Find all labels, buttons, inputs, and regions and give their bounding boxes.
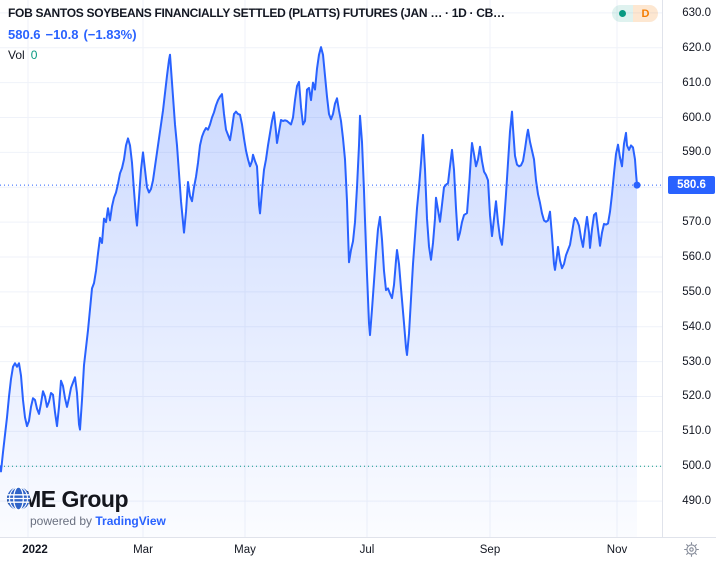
y-axis-label: 520.0 [682, 390, 711, 403]
area-fill [0, 47, 637, 537]
x-axis-label: 2022 [22, 544, 48, 556]
price-row: 580.6 −10.8 (−1.83%) [8, 27, 505, 42]
y-axis-label: 550.0 [682, 285, 711, 298]
current-price-axis-badge: 580.6 [668, 176, 715, 195]
market-status-segment [612, 5, 633, 22]
price-chart[interactable]: FOB SANTOS SOYBEANS FINANCIALLY SETTLED … [0, 0, 662, 537]
y-axis-label: 630.0 [682, 6, 711, 19]
y-axis-label: 610.0 [682, 76, 711, 89]
volume-label: Vol [8, 48, 25, 62]
last-price-dot [633, 181, 641, 189]
tradingview-link[interactable]: TradingView [95, 514, 166, 528]
x-axis-label: May [234, 544, 256, 556]
last-price: 580.6 [8, 27, 41, 42]
y-axis-label: 570.0 [682, 216, 711, 229]
y-axis-label: 560.0 [682, 250, 711, 263]
y-axis-label: 590.0 [682, 146, 711, 159]
y-axis-label: 500.0 [682, 460, 711, 473]
chart-legend: FOB SANTOS SOYBEANS FINANCIALLY SETTLED … [8, 5, 505, 62]
y-axis-label: 490.0 [682, 495, 711, 508]
globe-icon [7, 486, 30, 511]
x-axis-label: Sep [479, 544, 501, 556]
price-change: −10.8 [45, 27, 79, 42]
cme-logo-row: CME Group [6, 486, 166, 512]
volume-row: Vol 0 [8, 48, 505, 62]
volume-value: 0 [30, 48, 38, 62]
symbol-title[interactable]: FOB SANTOS SOYBEANS FINANCIALLY SETTLED … [8, 6, 505, 20]
price-change-percent: (−1.83%) [83, 27, 137, 42]
price-axis[interactable]: 580.6 630.0 620.0 610.0 600.0 590.0 570.0 560.… [662, 0, 716, 537]
interval-badge: D [633, 5, 658, 22]
settings-gear-icon[interactable] [683, 541, 700, 558]
time-axis[interactable]: 2022 Mar May Jul Sep Nov [0, 537, 716, 563]
price-chart-svg[interactable] [0, 0, 662, 537]
powered-by-row: powered by TradingView [30, 514, 166, 528]
market-status-dot-icon [619, 10, 626, 17]
x-axis-label: Nov [606, 544, 628, 556]
x-axis-label: Mar [133, 544, 153, 556]
price-line [0, 46, 638, 473]
cme-group-logo[interactable]: CME Group powered by TradingView [6, 486, 166, 528]
y-axis-label: 620.0 [682, 41, 711, 54]
y-axis-label: 600.0 [682, 111, 711, 124]
y-axis-label: 540.0 [682, 320, 711, 333]
powered-by-label: powered by [30, 514, 93, 528]
y-axis-label: 510.0 [682, 425, 711, 438]
x-axis-label: Jul [359, 544, 375, 556]
market-status-interval-badge[interactable]: D [612, 5, 658, 22]
y-axis-label: 530.0 [682, 355, 711, 368]
